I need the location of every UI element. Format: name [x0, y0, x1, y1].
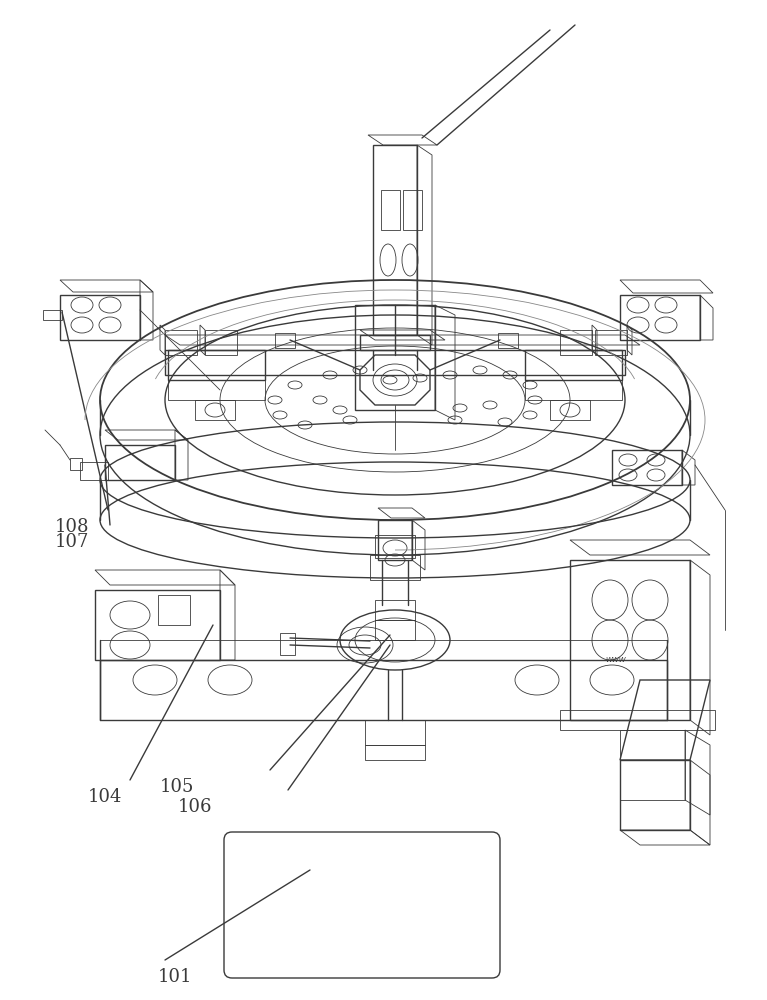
Text: 108: 108 — [55, 518, 90, 536]
Text: 101: 101 — [158, 968, 193, 986]
Text: 105: 105 — [160, 778, 194, 796]
Text: 106: 106 — [178, 798, 212, 816]
Text: 104: 104 — [88, 788, 123, 806]
Text: WWW: WWW — [606, 657, 627, 663]
Text: 107: 107 — [55, 533, 90, 551]
